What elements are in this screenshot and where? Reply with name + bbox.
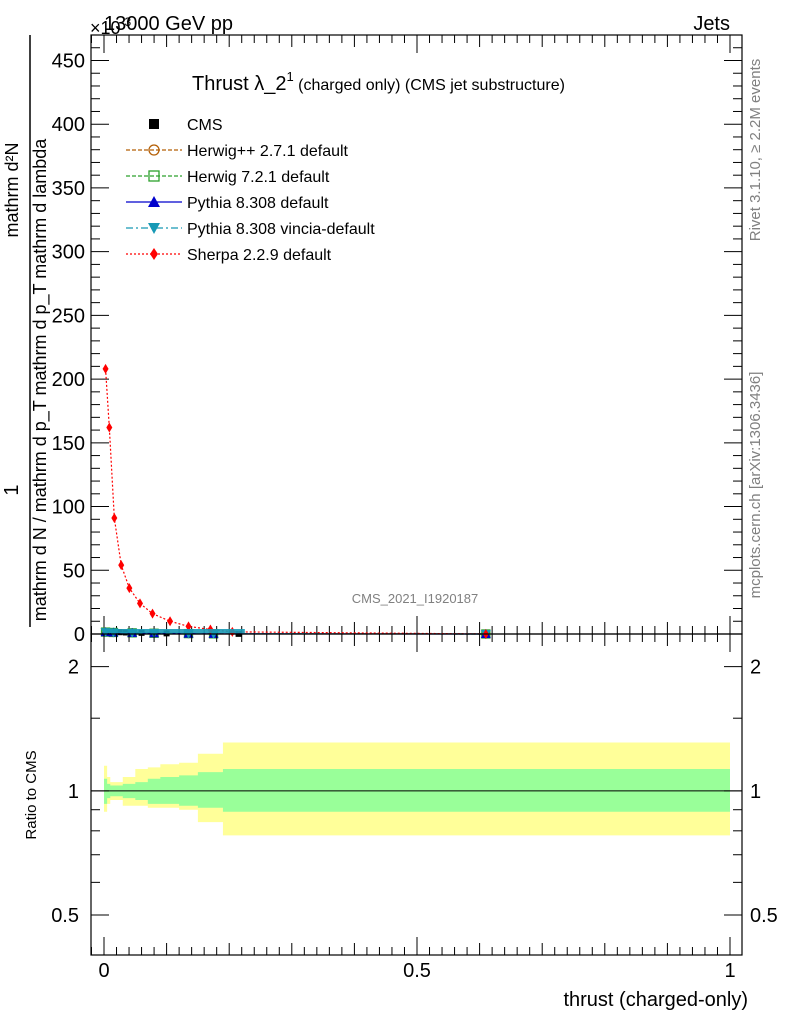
legend: CMS Herwig++ 2.7.1 default Herwig 7.2.1 de…: [126, 117, 375, 264]
legend-marker-pythia-8-308-default: [148, 196, 160, 207]
legend-marker-herwig-7-2-1-default: [148, 170, 160, 182]
legend-marker-sherpa-2-2-9-default: [150, 248, 158, 260]
y-tick-label: 250: [52, 305, 85, 327]
legend-label-herwig-7-2-1-default: Herwig 7.2.1 default: [187, 169, 330, 186]
legend-label-herwig-2-7-1-default: Herwig++ 2.7.1 default: [187, 143, 349, 160]
legend-label-sherpa-2-2-9-default: Sherpa 2.2.9 default: [187, 247, 332, 264]
y-tick-label: 300: [52, 242, 85, 264]
data-point-sherpa-2-2-9-default: [167, 616, 174, 627]
ratio-y-tick-label: 1: [68, 781, 79, 803]
data-point-sherpa-2-2-9-default: [118, 560, 125, 571]
ratio-y-tick-label-right: 1: [750, 781, 761, 803]
y-tick-label: 400: [52, 114, 85, 136]
y-tick-label: 0: [74, 624, 85, 646]
header-right: Jets: [693, 13, 730, 35]
y-tick-label: 450: [52, 50, 85, 72]
y-label-top: mathrm d²N: [2, 142, 22, 237]
title-sup: 1: [286, 69, 293, 84]
y-tick-label: 50: [63, 560, 85, 582]
plot-title: Thrust λ_21 (charged only) (CMS jet subs…: [192, 69, 565, 95]
legend-marker-pythia-8-308-vincia-default: [148, 223, 160, 234]
legend-marker-cms: [149, 119, 159, 129]
x-axis-label: thrust (charged-only): [563, 989, 748, 1011]
data-point-sherpa-2-2-9-default: [149, 608, 156, 619]
x-tick-label: 1: [724, 960, 735, 982]
y-tick-label: 200: [52, 369, 85, 391]
ratio-plot: 0 0.5 1 0.5 0.5 1 1 2 2: [51, 633, 778, 982]
ratio-y-tick-label-right: 2: [750, 657, 761, 679]
data-point-sherpa-2-2-9-default: [126, 583, 133, 594]
y-tick-label: 350: [52, 178, 85, 200]
title-main: Thrust λ_2: [192, 73, 286, 95]
legend-label-pythia-8-308-vincia-default: Pythia 8.308 vincia-default: [187, 221, 375, 238]
y-tick-label: 150: [52, 433, 85, 455]
y-exponent-base: ×10: [90, 18, 121, 38]
rivet-label: Rivet 3.1.10, ≥ 2.2M events: [747, 59, 764, 242]
mcplots-label: mcplots.cern.ch [arXiv:1306.3436]: [747, 372, 764, 599]
header-left: 13000 GeV pp: [104, 13, 233, 35]
legend-label-pythia-8-308-default: Pythia 8.308 default: [187, 195, 329, 212]
y-tick-label: 100: [52, 497, 85, 519]
data-point-sherpa-2-2-9-default: [136, 598, 143, 609]
y-label-denominator: mathrm d N / mathrm d p_T mathrm d p_T m…: [30, 138, 51, 621]
y-label-numerator: 1: [1, 484, 23, 495]
ratio-y-tick-label: 0.5: [51, 905, 79, 927]
legend-marker-herwig-2-7-1-default: [148, 144, 160, 156]
x-tick-label: 0.5: [403, 960, 431, 982]
y-exponent: ×10-3: [90, 15, 132, 38]
analysis-watermark: CMS_2021_I1920187: [352, 591, 479, 606]
y-exponent-power: -3: [121, 15, 132, 29]
ratio-y-label: Ratio to CMS: [23, 750, 40, 839]
data-point-sherpa-2-2-9-default: [106, 422, 113, 433]
overlap-baseline-band: [104, 629, 245, 633]
ratio-band-inner: [104, 768, 730, 812]
ratio-y-tick-label-right: 0.5: [750, 905, 778, 927]
x-tick-label: 0: [98, 960, 109, 982]
data-point-sherpa-2-2-9-default: [102, 363, 109, 374]
legend-label-cms: CMS: [187, 117, 223, 134]
data-point-sherpa-2-2-9-default: [111, 513, 118, 524]
data-point-sherpa-2-2-9-default: [185, 621, 192, 632]
ratio-y-tick-label: 2: [68, 657, 79, 679]
title-suffix: (charged only) (CMS jet substructure): [294, 77, 565, 94]
